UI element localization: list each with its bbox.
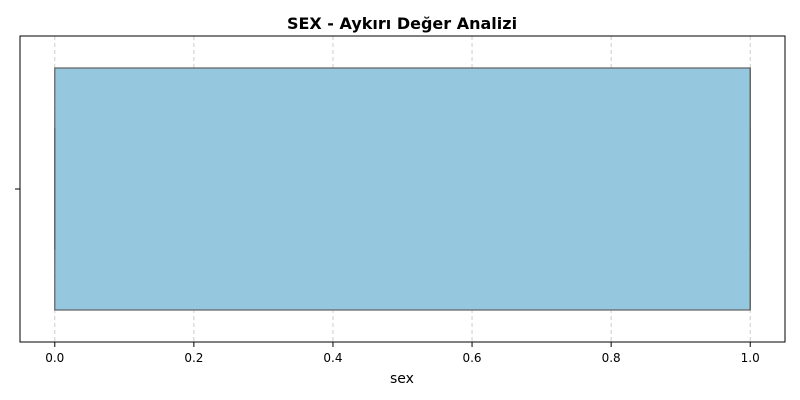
x-tick-label: 1.0: [741, 351, 760, 365]
x-ticks: 0.0 0.2 0.4 0.6 0.8 1.0: [45, 342, 760, 365]
x-axis-label: sex: [390, 371, 414, 387]
x-tick-label: 0.2: [184, 351, 203, 365]
x-tick-label: 0.8: [602, 351, 621, 365]
chart-title: SEX - Aykırı Değer Analizi: [287, 14, 517, 33]
x-tick-label: 0.0: [45, 351, 64, 365]
x-tick-label: 0.4: [323, 351, 342, 365]
box-iqr: [54, 67, 751, 311]
x-tick-label: 0.6: [462, 351, 481, 365]
box-group: [54, 67, 751, 311]
